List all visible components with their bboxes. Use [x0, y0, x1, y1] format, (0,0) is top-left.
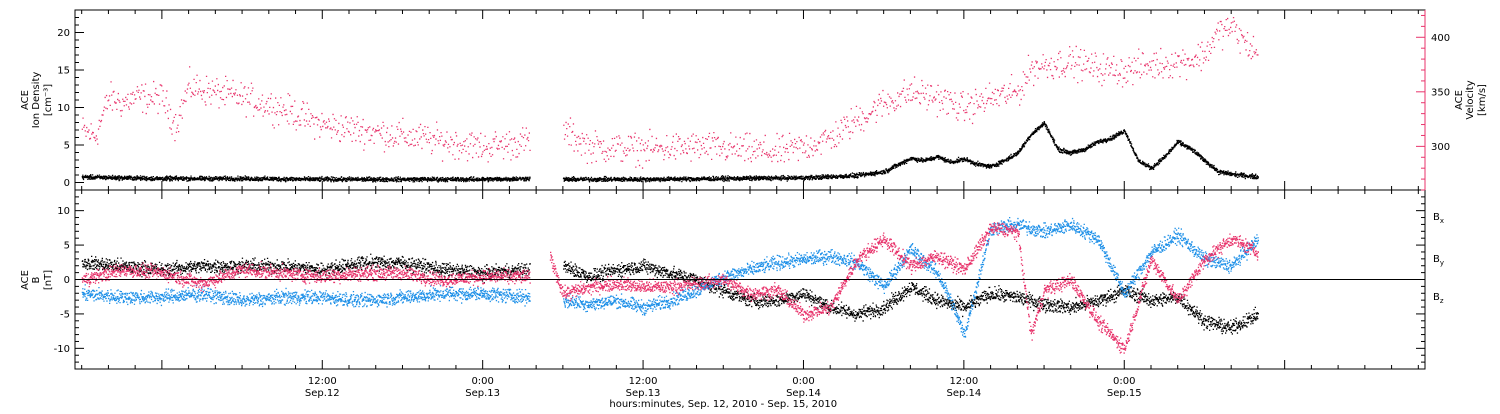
- top-left-y-label-line: Ion Density: [31, 72, 42, 129]
- legend-subscript: z: [1440, 297, 1444, 305]
- density-series-0-points: [81, 121, 1260, 183]
- x-tick-date-label: Sep.14: [946, 388, 981, 399]
- x-tick-time-label: 12:00: [949, 376, 978, 387]
- bottom-left-y-label-line: B: [31, 276, 42, 283]
- bottom-left-y-label: ACE B [nT]: [20, 270, 54, 290]
- x-tick-date-label: Sep.15: [1107, 388, 1142, 399]
- bfield-series-1: [81, 217, 1260, 338]
- x-tick-date-label: Sep.12: [305, 388, 340, 399]
- top-panel-frame: [74, 9, 1426, 191]
- x-tick-time-label: 12:00: [629, 376, 658, 387]
- top-left-y-units: [cm⁻³]: [43, 84, 54, 116]
- x-axis-title: hours:minutes, Sep. 12, 2010 - Sep. 15, …: [609, 399, 837, 410]
- top-right-y-tick-label: 300: [1431, 142, 1450, 153]
- top-right-y-label-line: ACE: [1454, 90, 1465, 110]
- x-tick-time-label: 0:00: [1113, 376, 1135, 387]
- bfield-series-0-points: [81, 253, 1260, 335]
- x-tick-time-label: 0:00: [792, 376, 814, 387]
- x-tick-date-label: Sep.13: [465, 388, 500, 399]
- velocity-series-0-points: [81, 17, 1259, 169]
- density-series-0: [81, 121, 1260, 183]
- bottom-left-y-tick-label: 0: [64, 275, 70, 286]
- bottom-left-y-tick-label: 5: [64, 241, 70, 252]
- bottom-left-y-label-line: ACE: [20, 270, 31, 290]
- legend-entry-y: By: [1433, 254, 1444, 267]
- top-right-y-tick-label: 400: [1431, 33, 1450, 44]
- x-tick-time-label: 0:00: [471, 376, 493, 387]
- bottom-left-y-units: [nT]: [43, 270, 54, 290]
- top-left-y-tick-label: 10: [57, 103, 70, 114]
- bottom-left-y-tick-label: -5: [60, 309, 70, 320]
- top-right-y-tick-label: 350: [1431, 87, 1450, 98]
- bottom-left-y-tick-label: -10: [54, 344, 70, 355]
- top-left-y-label-line: ACE: [20, 90, 31, 110]
- legend-subscript: y: [1440, 259, 1444, 267]
- x-tick-date-label: Sep.14: [786, 388, 821, 399]
- legend-label: B: [1433, 254, 1440, 265]
- top-left-y-tick-label: 5: [64, 141, 70, 152]
- bfield-series-2-points: [81, 222, 1260, 354]
- bfield-series-1-points: [81, 217, 1260, 338]
- legend-entry-z: Bz: [1433, 292, 1444, 305]
- top-left-y-label: ACE Ion Density [cm⁻³]: [20, 72, 54, 129]
- legend-label: B: [1433, 292, 1440, 303]
- top-right-y-label: ACE Velocity [km/s]: [1454, 80, 1488, 119]
- top-left-y-tick-label: 15: [57, 66, 70, 77]
- top-right-y-label-line: Velocity: [1465, 80, 1476, 119]
- bfield-series-0: [81, 253, 1260, 335]
- velocity-series-0: [81, 17, 1259, 169]
- top-right-y-units: [km/s]: [1477, 84, 1488, 116]
- legend-entry-x: Bx: [1433, 212, 1444, 225]
- bottom-left-y-tick-label: 10: [57, 206, 70, 217]
- bfield-series-2: [81, 222, 1260, 354]
- top-left-y-tick-label: 0: [64, 178, 70, 189]
- legend-label: B: [1433, 212, 1440, 223]
- top-left-y-tick-label: 20: [57, 28, 70, 39]
- legend-subscript: x: [1440, 217, 1444, 225]
- x-tick-date-label: Sep.13: [626, 388, 661, 399]
- x-tick-time-label: 12:00: [308, 376, 337, 387]
